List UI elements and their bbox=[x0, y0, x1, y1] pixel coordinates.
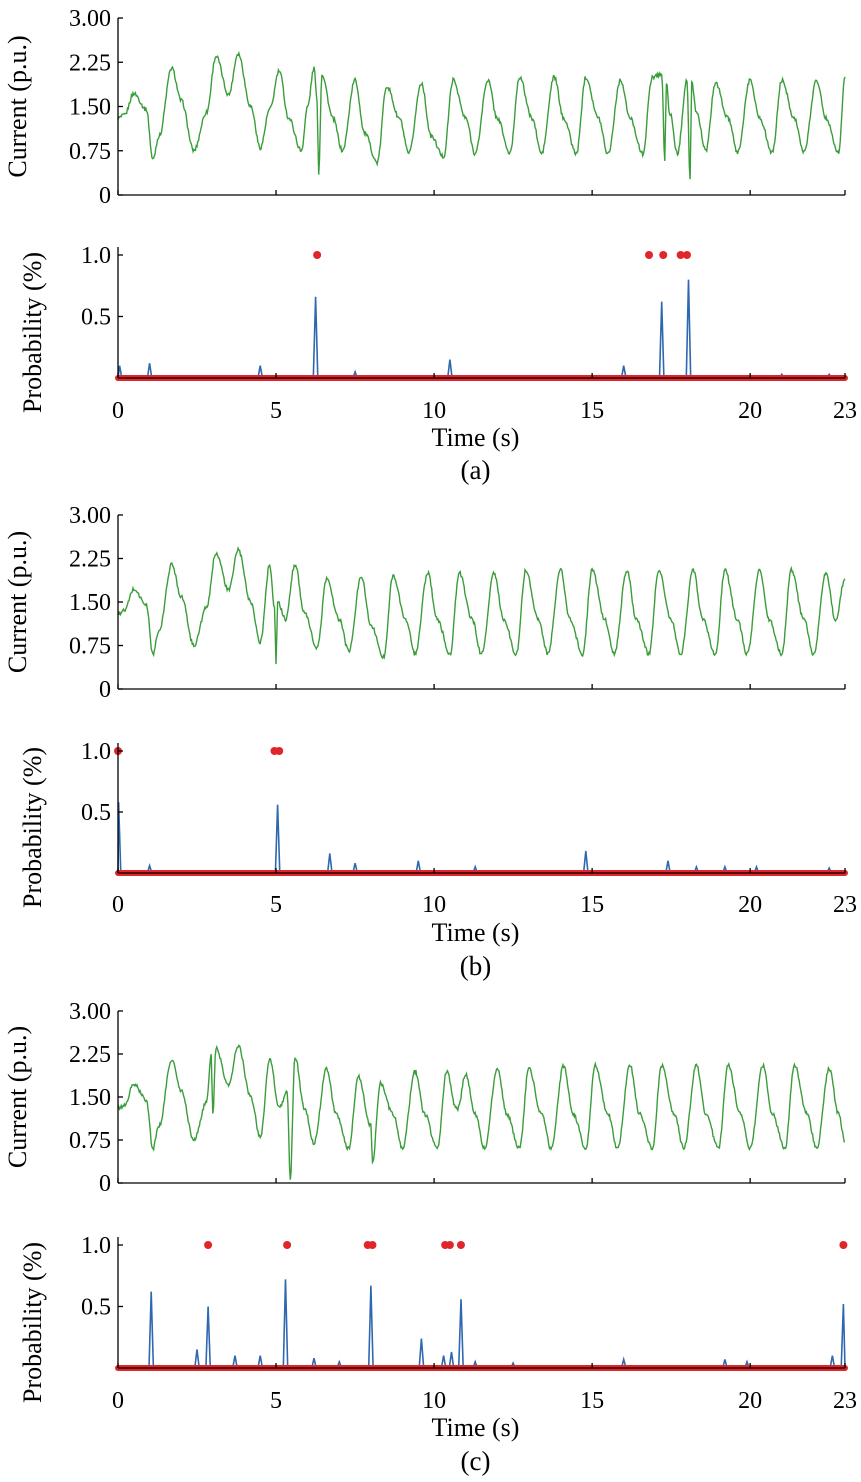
current-y-tick-label: 1.50 bbox=[69, 95, 111, 121]
probability-y-tick-label: 1.0 bbox=[81, 1233, 111, 1259]
current-y-tick-label: 1.50 bbox=[69, 1085, 111, 1111]
probability-subplot: 0.5 1.0 0 5 10 15 20 23 Probability (%) Time (s) bbox=[18, 739, 857, 947]
detection-marker bbox=[645, 251, 654, 259]
current-y-axis-label: Current (p.u.) bbox=[3, 1026, 32, 1168]
current-subplot: 0 0.75 1.50 2.25 3.00 Current (p.u.) bbox=[3, 503, 846, 703]
detection-marker bbox=[313, 251, 322, 259]
current-y-tick-label: 0.75 bbox=[69, 634, 111, 660]
probability-x-tick-label: 10 bbox=[422, 892, 446, 918]
probability-y-tick-label: 1.0 bbox=[81, 739, 111, 765]
panel-label: (b) bbox=[460, 951, 491, 981]
current-y-axis-label: Current (p.u.) bbox=[3, 35, 32, 177]
probability-x-tick-label: 23 bbox=[833, 892, 857, 918]
probability-x-tick-label: 5 bbox=[270, 398, 282, 424]
current-y-tick-label: 3.00 bbox=[69, 503, 111, 529]
probability-x-tick-label: 5 bbox=[270, 892, 282, 918]
probability-x-tick-label: 20 bbox=[738, 398, 762, 424]
probability-y-tick-label: 0.5 bbox=[81, 305, 111, 331]
probability-subplot: 0.5 1.0 0 5 10 15 20 23 Probability (%) Time (s) bbox=[18, 243, 857, 452]
detection-marker bbox=[456, 1241, 465, 1249]
probability-x-tick-label: 15 bbox=[580, 892, 604, 918]
probability-y-axis-label: Probability (%) bbox=[18, 1242, 47, 1403]
probability-y-tick-label: 0.5 bbox=[81, 1295, 111, 1321]
probability-x-tick-label: 5 bbox=[270, 1388, 282, 1414]
detection-marker bbox=[283, 1241, 292, 1249]
x-axis-label: Time (s) bbox=[432, 918, 520, 947]
probability-y-axis-label: Probability (%) bbox=[18, 747, 47, 908]
detection-marker bbox=[275, 747, 284, 755]
panel-1: 0 0.75 1.50 2.25 3.00 Current (p.u.) 0.5 1.0 0 5 1… bbox=[3, 6, 857, 485]
current-y-tick-label: 0 bbox=[99, 183, 111, 209]
current-y-tick-label: 0.75 bbox=[69, 1128, 111, 1154]
panel-label: (c) bbox=[461, 1446, 491, 1476]
probability-series-line bbox=[118, 1279, 846, 1369]
current-y-tick-label: 3.00 bbox=[69, 999, 111, 1025]
probability-y-tick-label: 1.0 bbox=[81, 243, 111, 269]
detection-marker bbox=[368, 1241, 377, 1249]
current-y-tick-label: 1.50 bbox=[69, 590, 111, 616]
probability-x-tick-label: 10 bbox=[422, 1388, 446, 1414]
current-y-axis-label: Current (p.u.) bbox=[3, 531, 32, 673]
detection-marker bbox=[204, 1241, 213, 1249]
current-series-line bbox=[117, 50, 846, 180]
detection-marker bbox=[676, 251, 685, 259]
probability-x-tick-label: 23 bbox=[833, 1388, 857, 1414]
detection-marker bbox=[839, 1241, 848, 1249]
probability-x-tick-label: 15 bbox=[580, 1388, 604, 1414]
current-y-tick-label: 2.25 bbox=[69, 1042, 111, 1068]
panels: 0 0.75 1.50 2.25 3.00 Current (p.u.) 0.5 1.0 0 5 1… bbox=[3, 6, 857, 1476]
x-axis-label: Time (s) bbox=[432, 1413, 520, 1442]
probability-x-tick-label: 0 bbox=[112, 892, 124, 918]
probability-series-line bbox=[117, 802, 845, 874]
detection-marker bbox=[445, 1241, 454, 1249]
current-subplot: 0 0.75 1.50 2.25 3.00 Current (p.u.) bbox=[3, 6, 846, 209]
probability-x-tick-label: 0 bbox=[112, 1388, 124, 1414]
current-y-tick-label: 3.00 bbox=[69, 6, 111, 32]
probability-x-tick-label: 20 bbox=[738, 892, 762, 918]
probability-y-axis-label: Probability (%) bbox=[18, 252, 47, 413]
probability-series-line bbox=[117, 279, 845, 379]
probability-x-tick-label: 10 bbox=[422, 398, 446, 424]
probability-x-tick-label: 23 bbox=[833, 398, 857, 424]
panel-3: 0 0.75 1.50 2.25 3.00 Current (p.u.) 0.5 1.0 0 5 1… bbox=[3, 999, 857, 1476]
current-series-line bbox=[117, 546, 846, 665]
x-axis-label: Time (s) bbox=[432, 423, 520, 452]
current-y-tick-label: 0.75 bbox=[69, 139, 111, 165]
current-y-tick-label: 0 bbox=[99, 677, 111, 703]
detection-marker bbox=[659, 251, 668, 259]
probability-subplot: 0.5 1.0 0 5 10 15 20 23 Probability (%) Time (s) bbox=[18, 1233, 857, 1442]
current-y-tick-label: 2.25 bbox=[69, 50, 111, 76]
detection-marker bbox=[682, 251, 691, 259]
probability-x-tick-label: 0 bbox=[112, 398, 124, 424]
panel-label: (a) bbox=[461, 455, 491, 485]
current-subplot: 0 0.75 1.50 2.25 3.00 Current (p.u.) bbox=[3, 999, 846, 1197]
probability-x-tick-label: 20 bbox=[738, 1388, 762, 1414]
current-y-tick-label: 2.25 bbox=[69, 547, 111, 573]
panel-2: 0 0.75 1.50 2.25 3.00 Current (p.u.) 0.5 1.0 0 5 1… bbox=[3, 503, 857, 981]
current-y-tick-label: 0 bbox=[99, 1171, 111, 1197]
probability-y-tick-label: 0.5 bbox=[81, 800, 111, 826]
probability-x-tick-label: 15 bbox=[580, 398, 604, 424]
current-series-line bbox=[117, 1044, 845, 1180]
